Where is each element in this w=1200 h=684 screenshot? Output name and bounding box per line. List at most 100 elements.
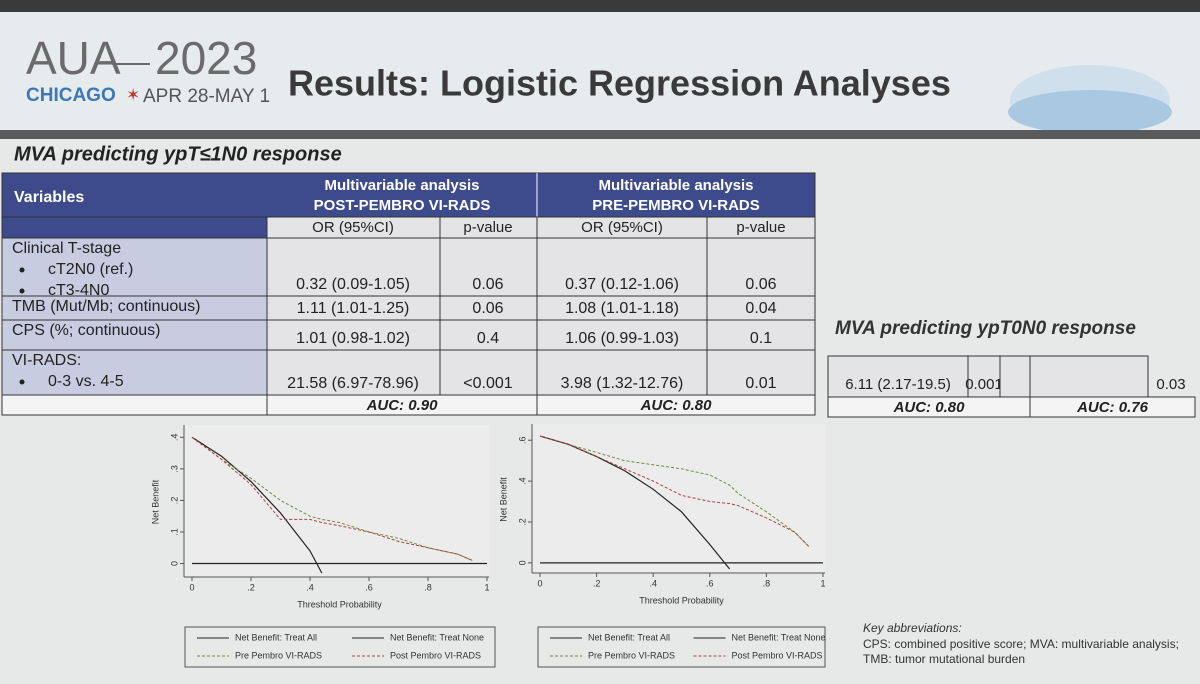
data-cell (439, 319, 538, 351)
cell-text: 3.98 (1.32-12.76) (561, 375, 684, 392)
legend-box (537, 626, 826, 668)
key-line: CPS: combined positive score; MVA: multi… (863, 637, 1179, 651)
plot-bg (532, 424, 825, 573)
legend-label: Post Pembro VI-RADS (390, 650, 481, 660)
x-tick-label: 1 (820, 578, 825, 588)
x-tick-label: .8 (763, 578, 771, 588)
slide-title: Results: Logistic Regression Analyses (288, 63, 951, 104)
header-bg (0, 12, 1200, 132)
legend-label: Net Benefit: Treat None (732, 632, 826, 642)
header-text: PRE-PEMBRO VI-RADS (592, 197, 760, 214)
header-rule (0, 130, 1200, 139)
legend-label: Post Pembro VI-RADS (732, 650, 823, 660)
cell-text: 0.06 (472, 276, 503, 293)
data-cell (439, 237, 538, 297)
x-tick-label: .8 (424, 582, 432, 592)
x-axis-label: Threshold Probability (639, 595, 724, 605)
cell-text: 0.06 (745, 276, 776, 293)
x-tick-label: 1 (484, 582, 489, 592)
cell-text: <0.001 (463, 375, 512, 392)
auc-cell (1029, 396, 1196, 418)
table-title: MVA predicting ypT≤1N0 response (14, 143, 342, 165)
row-label: 0-3 vs. 4-5 (48, 373, 124, 390)
y-tick-label: .3 (169, 465, 179, 473)
cell-text: 1.11 (1.01-1.25) (297, 300, 410, 317)
y-tick-label: .1 (169, 528, 179, 536)
data-cell (266, 295, 441, 321)
series-line (191, 436, 323, 574)
legend-label: Net Benefit: Treat All (235, 632, 317, 642)
data-cell (439, 295, 538, 321)
header-cell (1, 172, 816, 218)
cell-text: 6.11 (2.17-19.5) (845, 376, 951, 393)
x-tick-label: .2 (593, 578, 601, 588)
key-title: Key abbreviations: (863, 621, 962, 635)
row-label: Clinical T-stage (12, 240, 121, 257)
cell-text: 1.01 (0.98-1.02) (296, 330, 410, 347)
header-cell (1, 216, 268, 239)
auc-text: AUC: 0.80 (893, 399, 966, 416)
cell-text: 0.001 (965, 376, 1003, 393)
header-text: Variables (14, 189, 84, 206)
row-label: VI-RADS: (12, 352, 81, 369)
cell-text: 0.03 (1156, 376, 1185, 393)
y-tick-label: .4 (169, 434, 179, 442)
cell-text: 1.08 (1.01-1.18) (565, 300, 679, 317)
subheader-text: OR (95%CI) (581, 219, 663, 236)
row-label: cT2N0 (ref.) (48, 261, 133, 278)
logo-city: CHICAGO (26, 85, 116, 106)
cell-text: 0.06 (472, 300, 503, 317)
legend-label: Net Benefit: Treat All (588, 632, 670, 642)
top-edge (0, 0, 1200, 12)
cell-text: 0.01 (745, 375, 776, 392)
header-decoration (1008, 90, 1172, 134)
header-text: Multivariable analysis (324, 177, 479, 194)
logo-star: ✶ (126, 85, 140, 104)
data-cell (967, 355, 1001, 398)
data-cell (439, 349, 538, 396)
x-tick-label: .4 (649, 578, 657, 588)
auc-text: AUC: 0.80 (640, 397, 713, 414)
legend-label: Pre Pembro VI-RADS (588, 650, 675, 660)
auc-cell (536, 394, 816, 416)
series-line (539, 435, 731, 570)
y-tick-label: .6 (517, 436, 527, 444)
bullet (19, 267, 25, 273)
table-title: MVA predicting ypT0N0 response (835, 318, 1136, 339)
y-tick-label: .2 (169, 497, 179, 505)
cell-text: 0.04 (745, 300, 776, 317)
data-cell (706, 319, 816, 351)
logo-name: AUA (26, 32, 121, 84)
y-tick-label: 0 (517, 560, 527, 565)
key-line: TMB: tumor mutational burden (863, 652, 1025, 666)
legend-label: Net Benefit: Treat None (390, 632, 484, 642)
cell-text: 0.4 (477, 330, 499, 347)
row-label: CPS (%; continuous) (12, 322, 161, 339)
data-cell (706, 295, 816, 321)
y-axis-label: Net Benefit (498, 477, 508, 522)
y-tick-label: 0 (169, 561, 179, 566)
x-tick-label: .6 (706, 578, 714, 588)
data-cell (536, 349, 708, 396)
auc-cell (1, 394, 268, 416)
data-cell (1029, 355, 1149, 398)
x-tick-label: .6 (365, 582, 373, 592)
data-cell (827, 355, 969, 398)
cell-text: 0.1 (750, 330, 772, 347)
y-tick-label: .2 (517, 518, 527, 526)
row-label-cell (1, 295, 268, 321)
subheader-text: OR (95%CI) (312, 219, 394, 236)
plot-bg (184, 425, 489, 577)
y-tick-label: .4 (517, 477, 527, 485)
series-line (539, 435, 810, 547)
x-tick-label: .2 (247, 582, 255, 592)
series-line (191, 436, 473, 561)
cell-text: 21.58 (6.97-78.96) (287, 375, 419, 392)
data-cell (266, 237, 441, 297)
logo-dates: APR 28-MAY 1 (143, 86, 270, 107)
auc-text: AUC: 0.90 (366, 397, 439, 414)
data-cell (266, 319, 441, 351)
header-text: POST-PEMBRO VI-RADS (314, 197, 491, 214)
